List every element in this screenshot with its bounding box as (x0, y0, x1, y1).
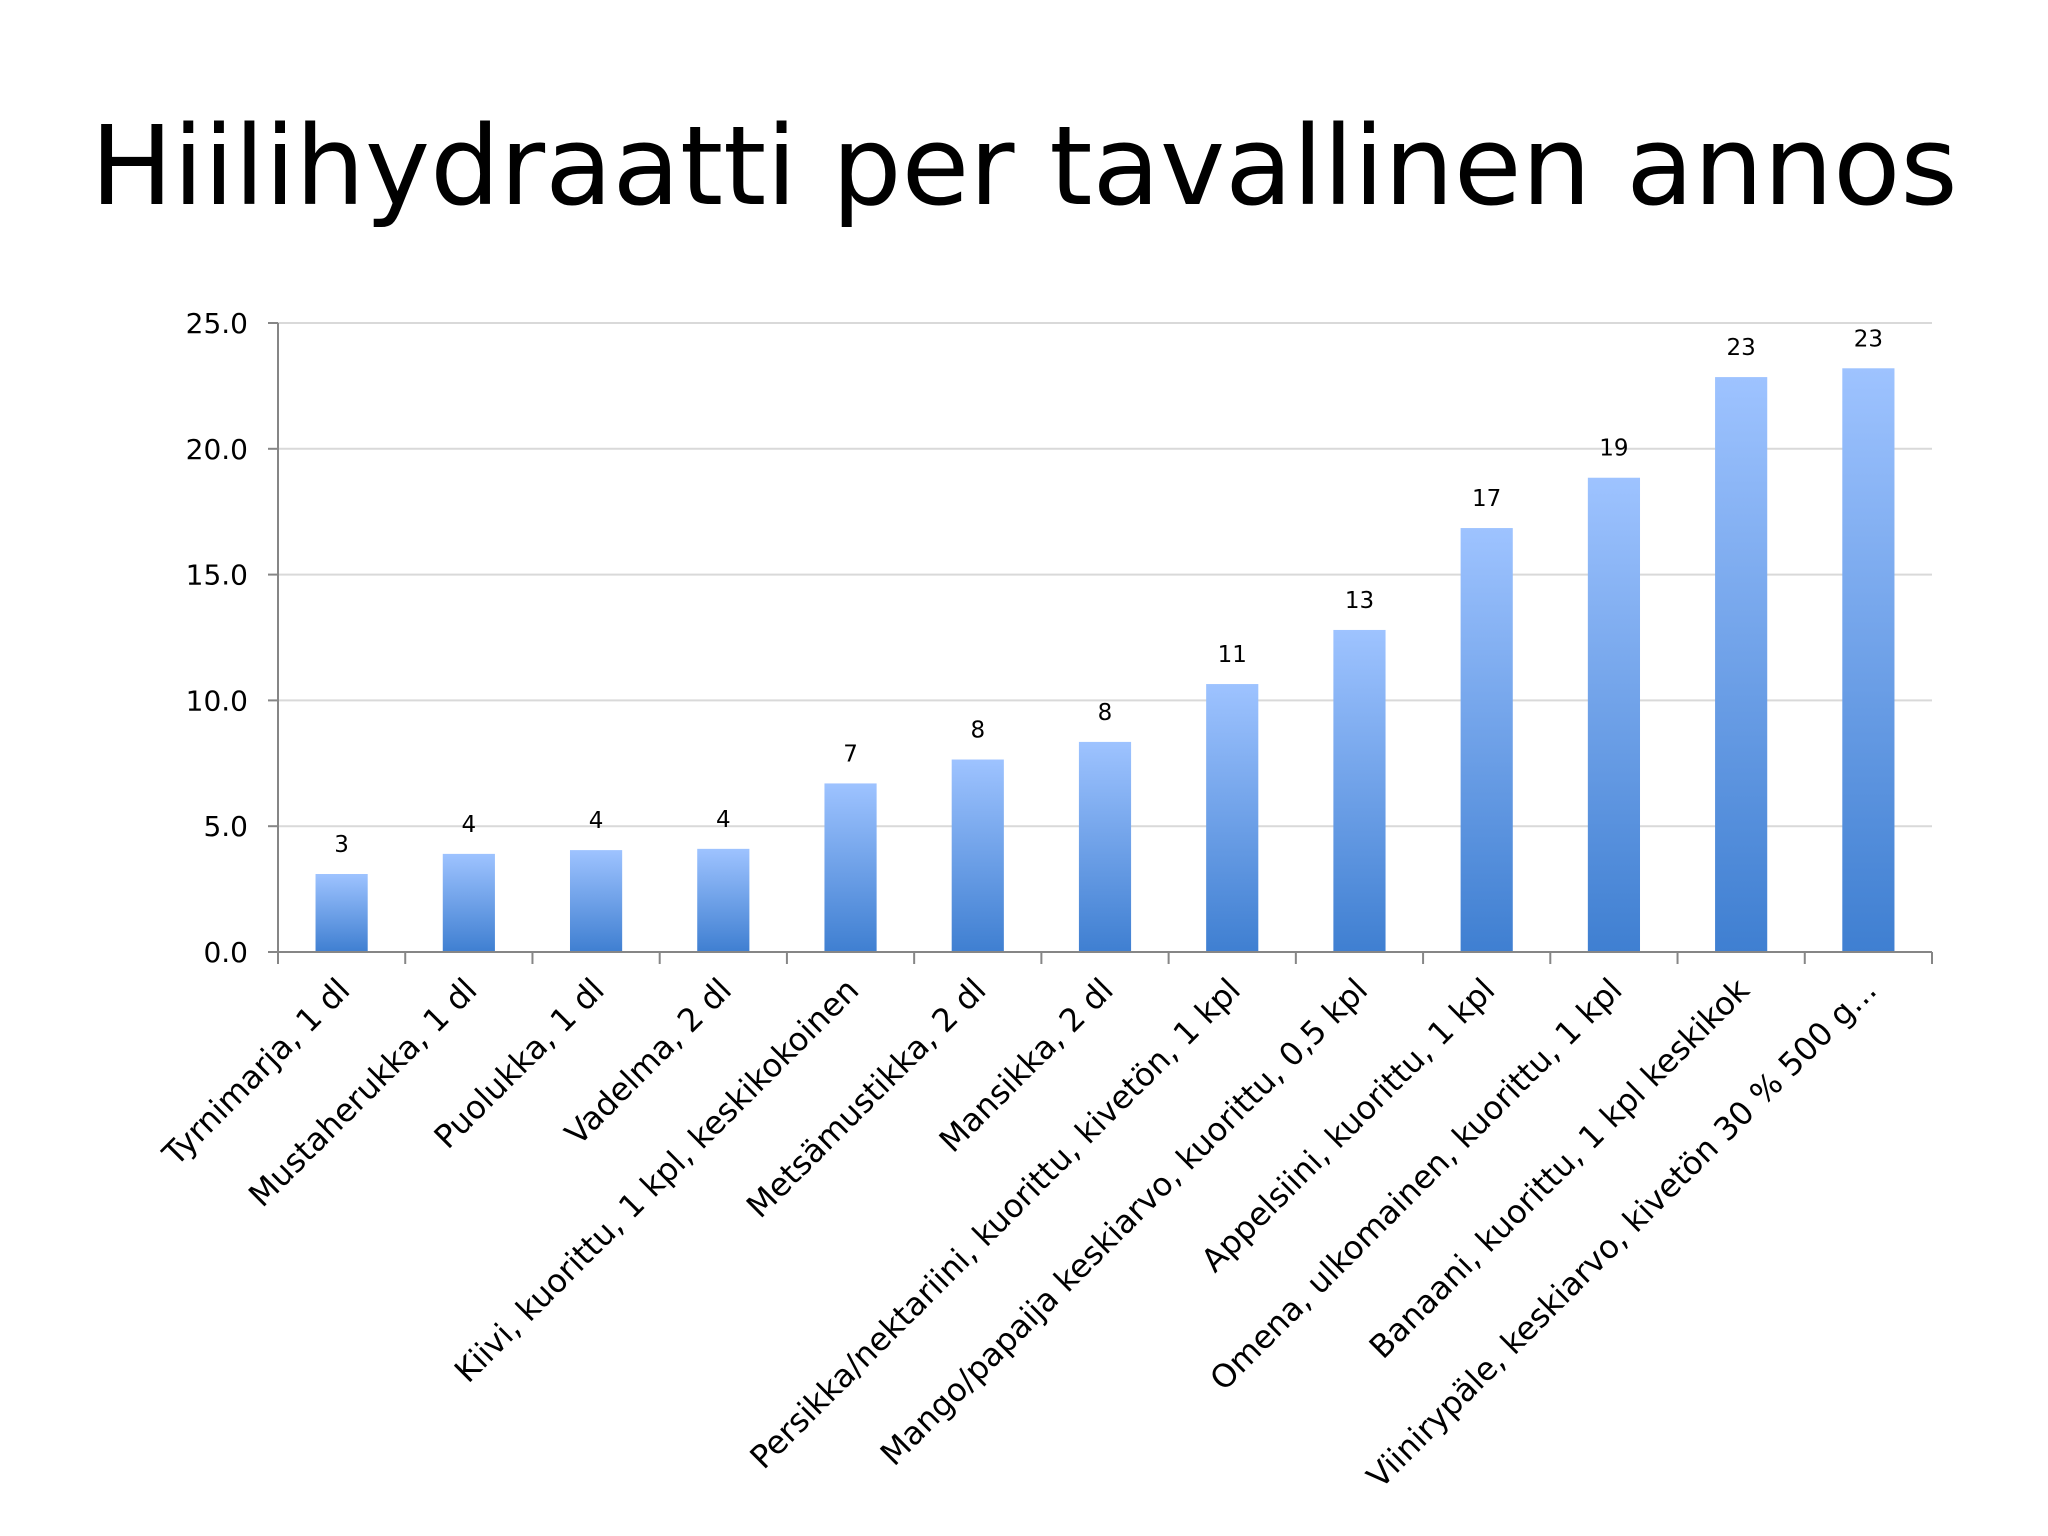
category-label: Persikka/nektariini, kuorittu, kivetön, … (742, 971, 1247, 1476)
category-label: Metsämustikka, 2 dl (739, 971, 993, 1225)
data-label: 11 (1218, 642, 1247, 668)
data-label: 19 (1599, 436, 1628, 462)
bar (569, 850, 623, 952)
y-tick-label: 0.0 (203, 936, 248, 969)
bar (1078, 741, 1132, 952)
data-label: 17 (1472, 486, 1501, 512)
bars (315, 368, 1895, 953)
bar (442, 853, 495, 952)
data-label: 23 (1727, 335, 1756, 361)
bar (1587, 477, 1641, 952)
bar (697, 848, 750, 952)
category-label: Mustaherukka, 1 dl (241, 971, 484, 1214)
data-label: 4 (716, 807, 731, 833)
bar (315, 874, 368, 952)
data-label: 8 (970, 718, 985, 744)
data-label: 4 (589, 808, 604, 834)
bar (1842, 368, 1895, 953)
bar (824, 783, 877, 952)
axes (268, 322, 1933, 964)
bar (1333, 629, 1386, 952)
data-label: 4 (462, 812, 477, 838)
y-tick-label: 20.0 (186, 433, 248, 466)
slide-title: Hiilihydraatti per tavallinen annos (90, 102, 1958, 230)
data-label: 3 (334, 832, 349, 858)
data-label: 7 (843, 741, 858, 767)
bar (1715, 377, 1768, 952)
data-label: 13 (1345, 588, 1374, 614)
y-tick-label: 15.0 (186, 559, 248, 592)
bar (1460, 528, 1513, 952)
gridlines (278, 322, 1932, 828)
y-tick-label: 25.0 (186, 307, 248, 340)
bar (1206, 684, 1259, 952)
bar (951, 759, 1004, 952)
data-label: 8 (1098, 700, 1113, 726)
y-tick-label: 10.0 (186, 684, 248, 717)
data-label: 23 (1854, 326, 1883, 352)
category-label: Mango/papaija keskiarvo, kuorittu, 0,5 k… (873, 971, 1375, 1473)
y-tick-label: 5.0 (203, 810, 248, 843)
